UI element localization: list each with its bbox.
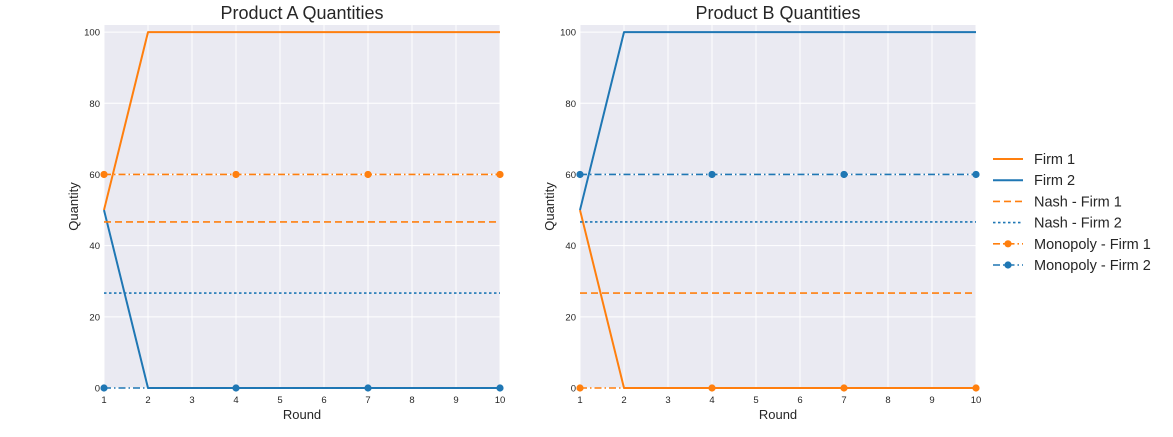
y-tick-label: 80 [89,99,100,110]
x-tick-label: 10 [971,395,982,406]
data-point-monopoly-firm-1 [496,170,504,179]
x-tick-label: 5 [277,395,282,406]
x-tick-label: 2 [145,395,150,406]
data-point-monopoly-firm-2 [496,384,504,392]
data-point-monopoly-firm-2 [576,170,584,179]
y-tick-label: 100 [84,28,100,39]
y-axis-label: Quantity [542,182,557,231]
x-tick-label: 3 [189,395,194,406]
y-tick-label: 0 [95,384,100,395]
chart-title: Product B Quantities [695,3,860,23]
data-point-monopoly-firm-2 [364,384,372,392]
x-tick-label: 8 [885,395,890,406]
y-tick-label: 80 [565,99,576,110]
legend-label: Monopoly - Firm 1 [1034,237,1151,253]
legend-label: Firm 1 [1034,152,1075,168]
x-tick-label: 2 [621,395,626,406]
x-tick-label: 4 [233,395,238,406]
series-line-firm-1 [103,31,500,211]
y-tick-label: 60 [89,170,100,181]
data-point-monopoly-firm-1 [840,384,848,392]
data-point-monopoly-firm-2 [232,384,240,392]
data-point-monopoly-firm-2 [972,170,980,179]
x-tick-label: 6 [321,395,326,406]
legend-marker [1004,240,1012,248]
y-tick-label: 40 [89,241,100,252]
legend-label: Monopoly - Firm 2 [1034,258,1151,274]
x-tick-label: 9 [453,395,458,406]
y-tick-label: 20 [89,312,100,323]
data-point-monopoly-firm-2 [708,170,716,179]
legend-marker [1004,261,1012,269]
plot-area [580,25,976,388]
legend: Firm 1 Firm 2 Nash - Firm 1 Nash - Firm 2 Mo… [993,152,1151,274]
data-point-monopoly-firm-1 [100,170,108,179]
x-tick-label: 9 [929,395,934,406]
plot-area [104,25,500,388]
y-tick-label: 0 [571,384,576,395]
x-tick-label: 8 [409,395,414,406]
y-tick-label: 40 [565,241,576,252]
legend-label: Nash - Firm 1 [1034,194,1122,210]
x-tick-label: 3 [665,395,670,406]
data-point-monopoly-firm-2 [840,170,848,179]
data-point-monopoly-firm-1 [232,170,240,179]
y-tick-label: 60 [565,170,576,181]
x-axis-label: Round [283,407,321,422]
x-tick-label: 7 [841,395,846,406]
data-point-monopoly-firm-1 [576,384,584,392]
x-tick-label: 5 [753,395,758,406]
x-tick-label: 4 [709,395,714,406]
y-axis-label: Quantity [66,182,81,231]
chart-title: Product A Quantities [220,3,383,23]
data-point-monopoly-firm-2 [100,384,108,392]
y-tick-label: 20 [565,312,576,323]
data-point-monopoly-firm-1 [972,384,980,392]
data-point-monopoly-firm-1 [364,170,372,179]
y-tick-label: 100 [560,28,576,39]
x-tick-label: 1 [577,395,582,406]
x-tick-label: 10 [495,395,506,406]
data-point-monopoly-firm-1 [708,384,716,392]
x-tick-label: 1 [101,395,106,406]
x-axis-label: Round [759,407,797,422]
series-line-firm-2 [579,31,976,211]
legend-label: Firm 2 [1034,173,1075,189]
legend-label: Nash - Firm 2 [1034,216,1122,232]
x-tick-label: 6 [797,395,802,406]
x-tick-label: 7 [365,395,370,406]
